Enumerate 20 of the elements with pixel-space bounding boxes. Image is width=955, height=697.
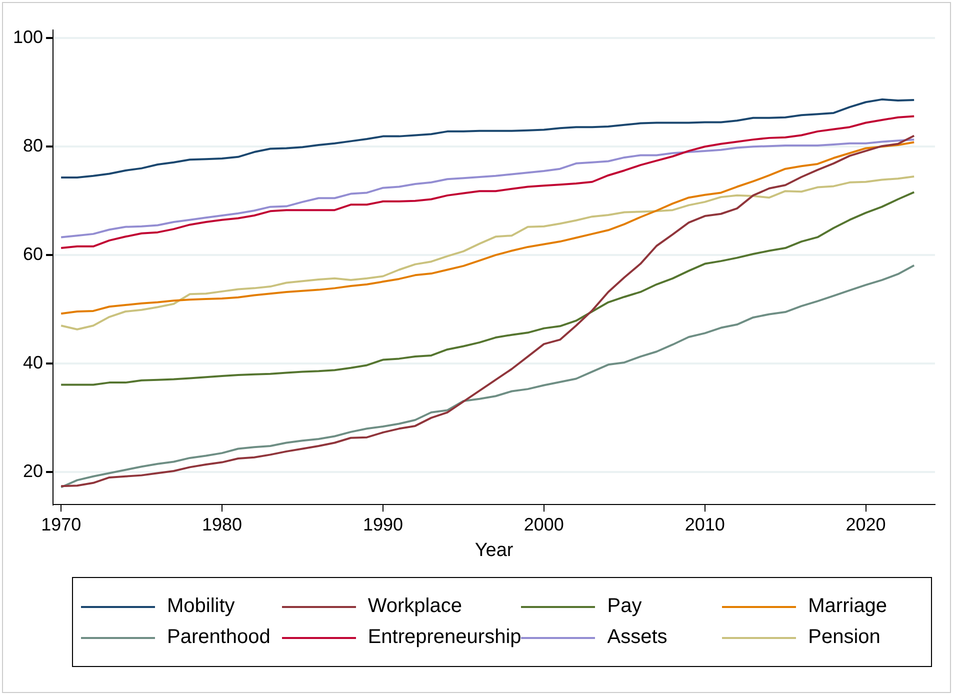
legend-label: Pay <box>607 595 642 618</box>
x-tick-label: 2020 <box>846 514 886 534</box>
x-tick-label: 1970 <box>41 514 82 534</box>
y-tick-label: 20 <box>23 461 44 482</box>
x-tick-label: 2000 <box>524 514 564 534</box>
legend-label: Workplace <box>368 595 462 618</box>
y-tick-label: 40 <box>23 352 44 373</box>
y-tick-label: 80 <box>23 136 44 156</box>
legend-label: Assets <box>607 626 668 649</box>
x-axis-title: Year <box>474 540 514 561</box>
y-tick-label: 60 <box>23 244 44 264</box>
legend-label: Pension <box>808 626 880 649</box>
x-tick-label: 1990 <box>362 514 403 534</box>
legend-label: Marriage <box>808 595 888 618</box>
x-tick-label: 1980 <box>202 514 242 534</box>
y-tick-label: 100 <box>12 27 44 48</box>
legend-label: Mobility <box>167 595 235 618</box>
x-tick-label: 2010 <box>684 514 725 534</box>
legend-label: Parenthood <box>167 626 270 649</box>
legend-label: Entrepreneurship <box>368 626 522 649</box>
